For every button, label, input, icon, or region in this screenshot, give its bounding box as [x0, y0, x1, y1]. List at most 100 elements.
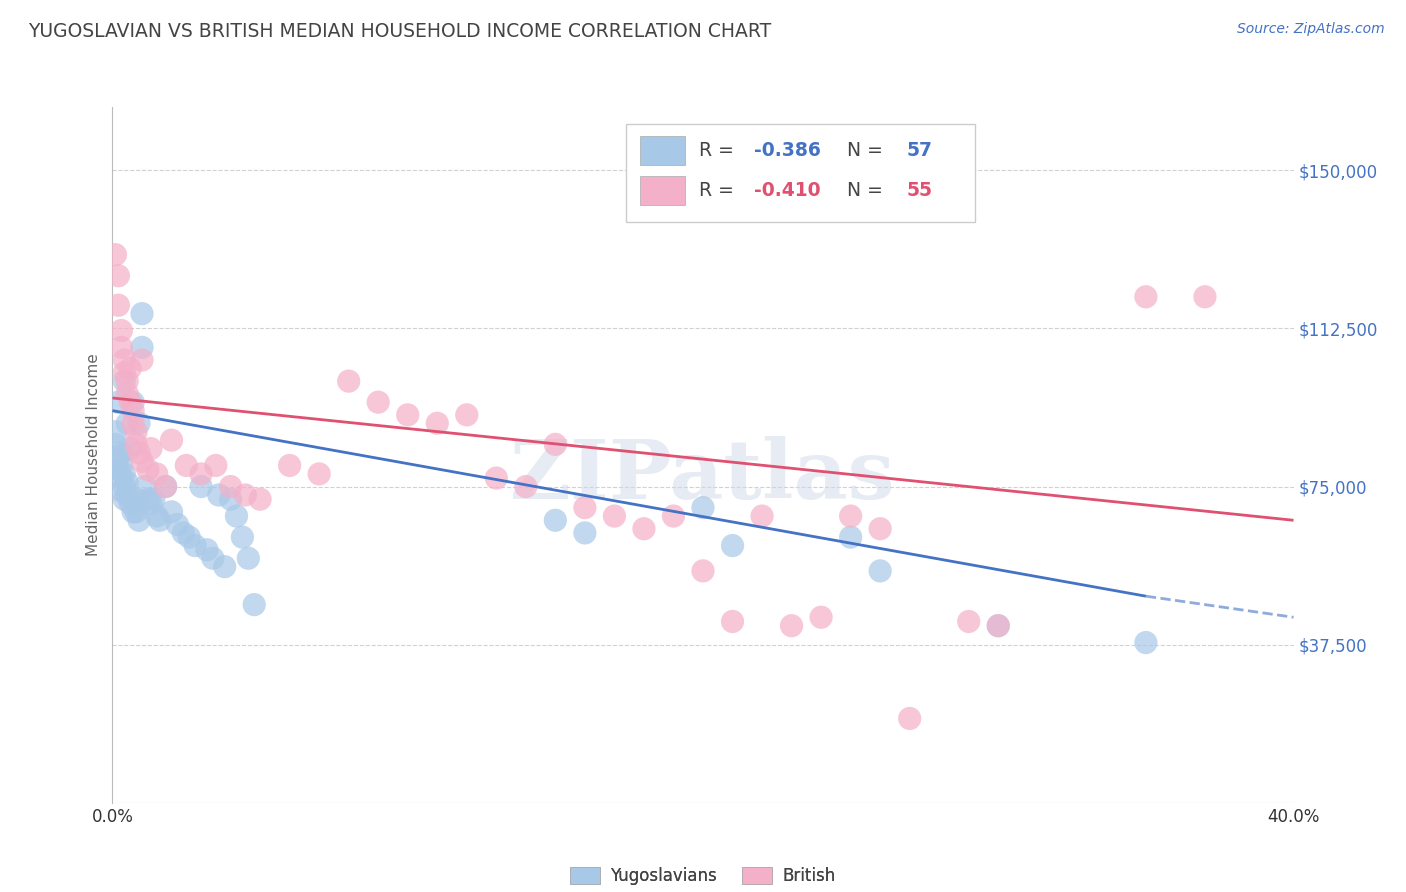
Point [112, 374, 135, 388]
Text: YUGOSLAVIAN VS BRITISH MEDIAN HOUSEHOLD INCOME CORRELATION CHART: YUGOSLAVIAN VS BRITISH MEDIAN HOUSEHOLD … [28, 22, 772, 41]
Point [544, 513, 567, 527]
Point [839, 530, 862, 544]
Point [179, 530, 201, 544]
Point [721, 539, 744, 553]
Point [134, 479, 156, 493]
Point [112, 467, 135, 481]
Point [112, 492, 135, 507]
Point [117, 417, 138, 431]
Point [120, 395, 142, 409]
Point [721, 615, 744, 629]
Point [131, 454, 153, 468]
Point [128, 417, 150, 431]
Point [231, 530, 253, 544]
Point [214, 559, 236, 574]
Point [987, 618, 1010, 632]
Point [249, 492, 271, 507]
Point [104, 425, 127, 439]
Point [190, 479, 212, 493]
Point [208, 488, 231, 502]
Point [117, 386, 138, 401]
Point [110, 446, 132, 460]
Point [662, 509, 685, 524]
Point [131, 340, 153, 354]
Point [201, 551, 224, 566]
Point [396, 408, 419, 422]
Point [122, 417, 145, 431]
Point [131, 307, 153, 321]
Point [112, 479, 135, 493]
Point [107, 463, 129, 477]
Point [195, 542, 218, 557]
Point [219, 492, 242, 507]
Point [112, 353, 135, 368]
Y-axis label: Median Household Income: Median Household Income [86, 353, 101, 557]
Point [104, 437, 127, 451]
Point [107, 268, 129, 283]
Point [1194, 290, 1216, 304]
Point [1135, 635, 1157, 649]
Point [780, 618, 803, 632]
Text: 55: 55 [905, 181, 932, 200]
Point [120, 496, 142, 510]
Point [225, 509, 247, 524]
Point [869, 522, 891, 536]
Point [238, 551, 260, 566]
Point [125, 492, 148, 507]
Point [128, 513, 150, 527]
Point [574, 525, 596, 540]
Point [110, 471, 132, 485]
Point [839, 509, 862, 524]
Text: -0.410: -0.410 [754, 181, 821, 200]
Point [751, 509, 773, 524]
Point [205, 458, 228, 473]
Point [692, 500, 714, 515]
Point [125, 425, 148, 439]
Point [110, 340, 132, 354]
Point [426, 417, 449, 431]
Bar [640, 176, 685, 205]
Point [172, 525, 194, 540]
Text: -0.386: -0.386 [754, 141, 821, 161]
Text: ZIPatlas: ZIPatlas [510, 436, 896, 516]
Legend: Yugoslavians, British: Yugoslavians, British [564, 861, 842, 892]
Point [136, 492, 159, 507]
Point [139, 496, 162, 510]
Point [149, 513, 172, 527]
Point [308, 467, 330, 481]
Point [107, 450, 129, 464]
FancyBboxPatch shape [626, 124, 974, 222]
Text: Source: ZipAtlas.com: Source: ZipAtlas.com [1237, 22, 1385, 37]
Point [107, 298, 129, 312]
Point [146, 467, 169, 481]
Point [633, 522, 655, 536]
Text: N =: N = [835, 181, 889, 200]
Point [515, 479, 537, 493]
Point [160, 505, 183, 519]
Point [122, 395, 145, 409]
Point [278, 458, 301, 473]
Point [692, 564, 714, 578]
Point [485, 471, 508, 485]
Point [110, 458, 132, 473]
Text: 57: 57 [905, 141, 932, 161]
Point [104, 247, 127, 261]
Point [243, 598, 266, 612]
Point [174, 458, 197, 473]
Point [190, 467, 212, 481]
Point [128, 446, 150, 460]
Point [142, 492, 165, 507]
Point [898, 711, 921, 725]
Point [166, 517, 188, 532]
Point [122, 403, 145, 417]
Point [125, 437, 148, 451]
Point [110, 483, 132, 498]
Point [1135, 290, 1157, 304]
Point [146, 509, 169, 524]
Point [107, 395, 129, 409]
Point [120, 361, 142, 376]
Point [367, 395, 389, 409]
Point [139, 442, 162, 456]
Point [110, 324, 132, 338]
Point [233, 488, 256, 502]
